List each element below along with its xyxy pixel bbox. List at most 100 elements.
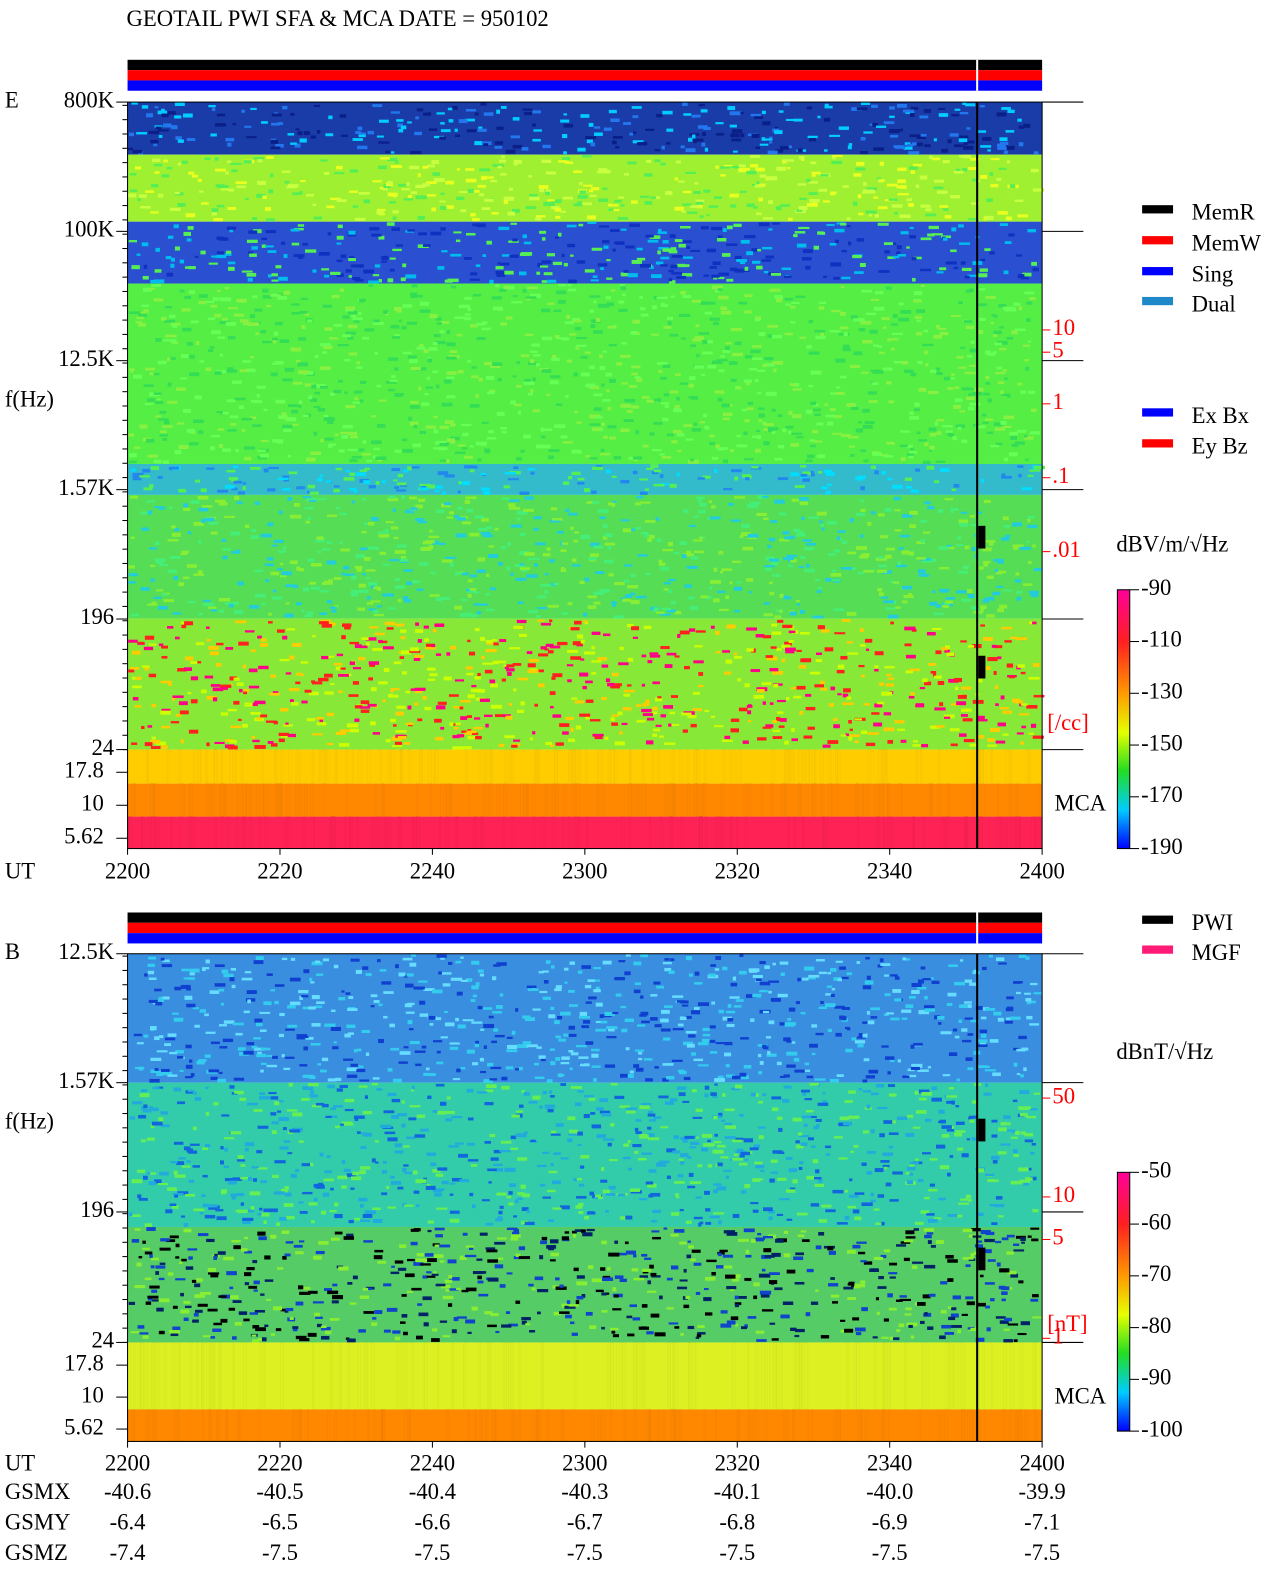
spectrogram-texture <box>441 559 453 563</box>
spectrogram-texture <box>897 561 902 566</box>
spectrogram-texture <box>620 354 631 358</box>
spectrogram-texture <box>275 143 284 148</box>
spectrogram-texture <box>595 1002 603 1007</box>
spectrogram-texture <box>425 386 434 389</box>
spectrogram-texture <box>512 144 523 149</box>
spectrogram-texture <box>477 672 481 677</box>
spectrogram-texture <box>969 402 981 406</box>
spectrogram-texture <box>976 719 988 722</box>
spectrogram-texture <box>266 1054 273 1058</box>
spectrogram-texture <box>723 1052 732 1057</box>
spectrogram-texture <box>549 691 556 695</box>
spectrogram-texture <box>984 418 994 421</box>
spectrogram-texture <box>709 434 715 438</box>
spectrogram-texture <box>623 173 629 176</box>
spectrogram-texture <box>580 639 585 644</box>
spectrogram-texture <box>825 414 835 418</box>
spectrogram-texture <box>518 271 527 276</box>
spectrogram-texture <box>704 311 713 315</box>
spectrogram-texture <box>961 686 972 690</box>
spectrogram-texture <box>657 228 662 233</box>
spectrogram-texture <box>703 127 711 130</box>
mca-texture <box>227 816 231 849</box>
spectrogram-texture <box>309 977 313 981</box>
spectrogram-texture <box>999 326 1004 329</box>
spectrogram-texture <box>979 104 985 108</box>
spectrogram-texture <box>366 459 373 463</box>
spectrogram-texture <box>861 289 873 293</box>
spectrogram-texture <box>512 663 522 666</box>
spectrogram-texture <box>625 1047 630 1051</box>
spectrogram-texture <box>277 550 287 553</box>
mca-texture <box>928 783 931 817</box>
spectrogram-texture <box>257 455 267 460</box>
spectrogram-texture <box>815 652 822 655</box>
spectrogram-texture <box>975 425 986 429</box>
spectrogram-texture <box>271 337 279 341</box>
spectrogram-texture <box>416 588 424 592</box>
spectrogram-texture <box>734 341 742 346</box>
spectrogram-texture <box>573 539 578 543</box>
spectrogram-texture <box>289 699 294 703</box>
spectrogram-texture <box>1000 420 1007 425</box>
spectrogram-texture <box>653 609 658 613</box>
spectrogram-texture <box>183 113 193 118</box>
spectrogram-texture <box>608 344 617 347</box>
spectrogram-texture <box>333 485 340 488</box>
spectrogram-texture <box>317 477 323 482</box>
spectrogram-texture <box>209 651 219 656</box>
spectrogram-texture <box>479 1057 484 1062</box>
spectrogram-texture <box>523 111 533 116</box>
spectrogram-texture <box>583 620 588 623</box>
spectrogram-texture <box>664 404 670 408</box>
spectrogram-texture <box>1006 336 1013 340</box>
spectrogram-texture <box>315 973 320 976</box>
spectrogram-texture <box>150 139 159 144</box>
spectrogram-texture <box>173 224 179 229</box>
spectrogram-texture <box>148 130 159 135</box>
spectrogram-texture <box>784 332 794 336</box>
spectrogram-texture <box>330 197 341 201</box>
spectrogram-texture <box>664 742 676 745</box>
spectrogram-texture <box>293 502 300 507</box>
mca-texture <box>277 783 279 817</box>
spectrogram-texture <box>976 179 981 183</box>
spectrogram-texture <box>694 1006 700 1010</box>
spectrogram-texture <box>154 125 163 128</box>
spectrogram-texture <box>170 525 176 529</box>
spectrogram-texture <box>606 389 610 393</box>
spectrogram-texture <box>841 566 853 570</box>
spectrogram-texture <box>610 208 620 212</box>
spectrogram-texture <box>576 260 586 264</box>
spectrogram-texture <box>730 718 740 722</box>
spectrogram-texture <box>758 1071 763 1075</box>
spectrogram-texture <box>148 673 157 678</box>
spectrogram-texture <box>796 685 806 690</box>
spectrogram-texture <box>960 714 968 717</box>
spectrogram-texture <box>692 708 702 712</box>
spectrogram-texture <box>498 159 507 163</box>
spectrogram-texture <box>662 548 674 552</box>
spectrogram-texture <box>281 1054 285 1058</box>
spectrogram-texture <box>815 1032 824 1036</box>
spectrogram-texture <box>655 196 661 200</box>
spectrogram-texture <box>177 1055 184 1059</box>
spectrogram-texture <box>457 444 466 447</box>
spectrogram-texture <box>530 389 534 393</box>
spectrogram-texture <box>477 969 484 973</box>
spectrogram-texture <box>996 177 1002 181</box>
spectrogram-texture <box>911 1063 923 1068</box>
spectrogram-texture <box>281 571 292 576</box>
spectrogram-texture <box>414 702 419 706</box>
spectrogram-texture <box>639 501 651 504</box>
spectrogram-texture <box>579 713 591 717</box>
spectrogram-texture <box>473 189 480 193</box>
spectrogram-texture <box>645 699 650 703</box>
mca-texture <box>898 783 902 817</box>
spectrogram-texture <box>660 162 666 166</box>
spectrogram-texture <box>161 645 169 649</box>
spectrogram-texture <box>591 1048 600 1052</box>
spectrogram-texture <box>219 237 229 241</box>
spectrogram-texture <box>197 495 209 500</box>
spectrogram-texture <box>600 267 604 270</box>
